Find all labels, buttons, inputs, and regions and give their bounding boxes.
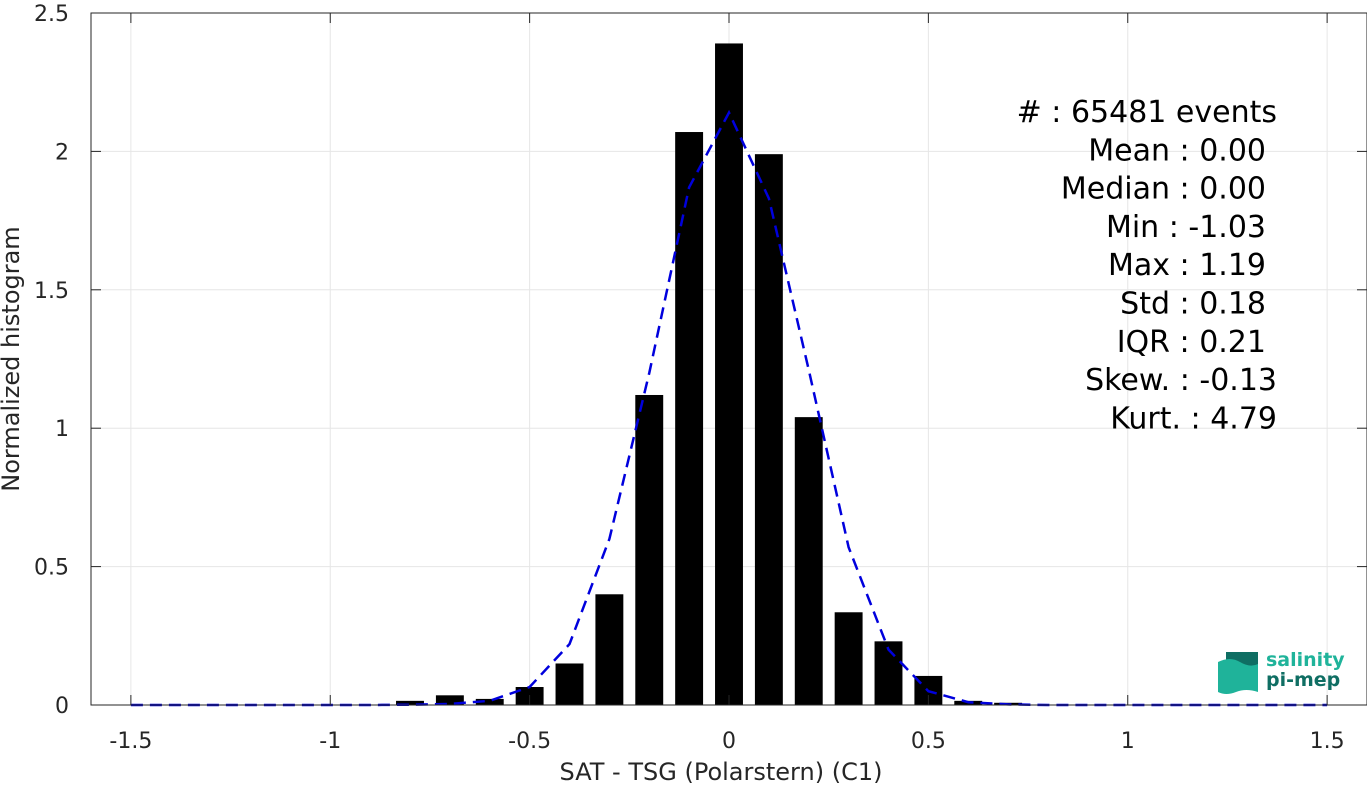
histogram-bar — [595, 594, 624, 705]
y-tick-label: 2.5 — [34, 2, 69, 27]
y-tick-label: 2 — [55, 140, 69, 165]
histogram-bar — [754, 154, 783, 706]
stats-line: # : 65481 events — [1017, 95, 1277, 130]
axes-layer — [90, 12, 1367, 706]
histogram-bar — [555, 663, 584, 705]
stats-line: Min : -1.03 — [1106, 210, 1266, 245]
y-axis-label: Normalized histogram — [0, 226, 25, 491]
histogram-bar — [635, 394, 664, 705]
histogram-bar — [396, 700, 424, 705]
histogram-bar — [435, 695, 464, 705]
y-tick-label: 0.5 — [34, 556, 69, 581]
histogram-bar — [794, 417, 823, 705]
stats-line: Median : 0.00 — [1061, 172, 1266, 207]
stats-line: Kurt. : 4.79 — [1110, 401, 1277, 436]
histogram-bar — [874, 641, 903, 705]
stats-line: Skew. : -0.13 — [1085, 363, 1277, 398]
stats-line: IQR : 0.21 — [1117, 325, 1266, 360]
histogram-bar — [475, 698, 504, 705]
x-tick-label: 1.5 — [1310, 729, 1345, 754]
x-tick-label: -0.5 — [508, 729, 551, 754]
histogram-bar — [834, 612, 863, 705]
logo-text-line1: salinity — [1266, 649, 1345, 671]
x-axis-label: SAT - TSG (Polarstern) (C1) — [560, 758, 883, 785]
y-tick-label: 0 — [55, 694, 69, 719]
bars-layer — [396, 43, 1023, 706]
x-tick-label: 0 — [722, 729, 736, 754]
x-tick-label: 1 — [1121, 729, 1135, 754]
x-tick-label: 0.5 — [911, 729, 946, 754]
salinity-pi-mep-logo: salinity pi-mep — [1218, 649, 1345, 694]
logo-text-line2: pi-mep — [1266, 669, 1340, 691]
logo-wave-front-icon — [1218, 659, 1258, 694]
x-tick-label: -1.5 — [109, 729, 152, 754]
histogram-bar — [715, 43, 743, 705]
tick-labels-layer: -1.5 -1 -0.5 0 0.5 1 1.5 0 0.5 1 1.5 2 2.5 — [34, 2, 1345, 754]
y-tick-label: 1 — [55, 417, 69, 442]
stats-line: Std : 0.18 — [1120, 287, 1266, 322]
x-tick-label: -1 — [319, 729, 341, 754]
stats-line: Max : 1.19 — [1108, 248, 1266, 283]
y-tick-label: 1.5 — [34, 279, 69, 304]
stats-line: Mean : 0.00 — [1088, 133, 1266, 168]
histogram-bar — [675, 132, 704, 706]
